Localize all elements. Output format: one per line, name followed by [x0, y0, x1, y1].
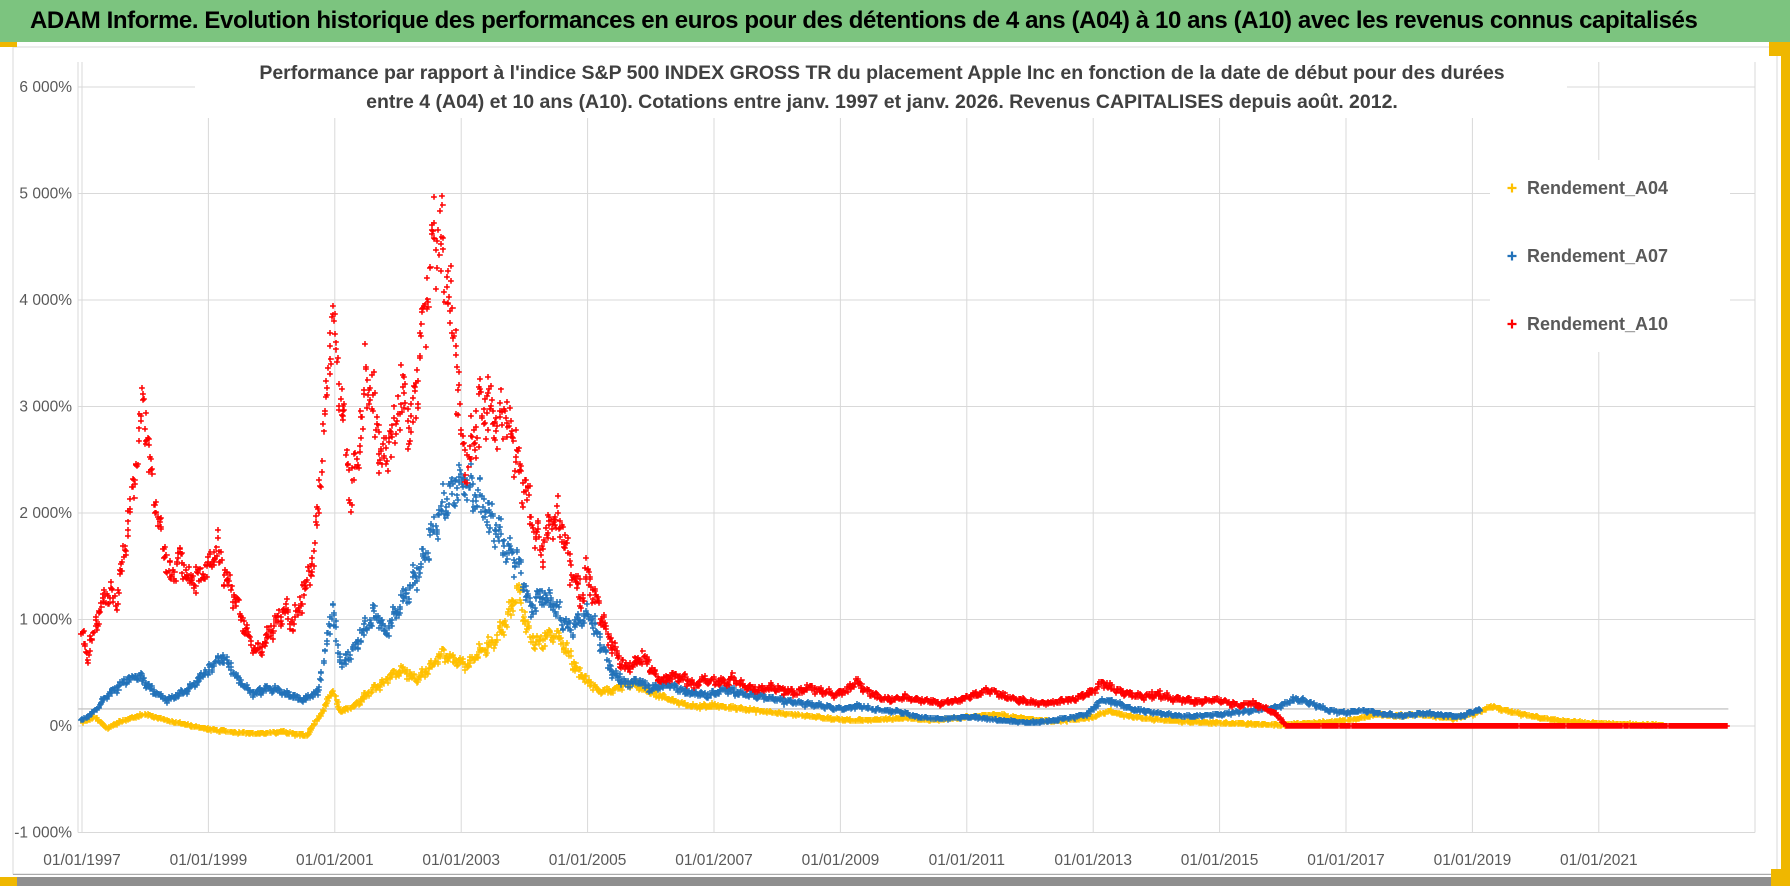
legend-label[interactable]: Rendement_A04: [1527, 178, 1668, 198]
legend-plus-marker-icon: [1507, 319, 1517, 329]
legend-item-rendement_a07[interactable]: Rendement_A07: [1507, 246, 1669, 266]
x-tick-label: 01/01/1997: [43, 852, 121, 869]
x-tick-label: 01/01/2003: [422, 852, 500, 869]
x-tick-label: 01/01/2015: [1181, 852, 1259, 869]
chart-title-line2: entre 4 (A04) et 10 ans (A10). Cotations…: [366, 91, 1398, 113]
bottom-hairline: [13, 874, 1777, 875]
gold-accent-bottom-left: [0, 877, 17, 886]
series-rendement_a07: [78, 461, 1483, 726]
x-tick-label: 01/01/2007: [675, 852, 753, 869]
legend-item-rendement_a10[interactable]: Rendement_A10: [1507, 314, 1669, 334]
x-tick-label: 01/01/1999: [170, 852, 248, 869]
x-tick-label: 01/01/2017: [1307, 852, 1385, 869]
header-bar: ADAM Informe. Evolution historique des p…: [0, 0, 1790, 42]
bottom-scrollbar-track[interactable]: [0, 877, 1790, 886]
x-tick-label: 01/01/2001: [296, 852, 374, 869]
y-tick-label: 2 000%: [19, 505, 72, 522]
x-tick-label: 01/01/2009: [802, 852, 880, 869]
y-tick-label: 0%: [50, 718, 73, 735]
legend-label[interactable]: Rendement_A07: [1527, 246, 1668, 266]
gold-accent-top-left: [0, 42, 17, 47]
legend-item-rendement_a04[interactable]: Rendement_A04: [1507, 178, 1669, 198]
x-tick-label: 01/01/2011: [929, 852, 1005, 869]
legend-plus-marker-icon: [1507, 251, 1517, 261]
y-tick-label: 1 000%: [19, 612, 72, 629]
gold-accent-right-strip[interactable]: [1781, 42, 1790, 886]
x-tick-label: 01/01/2005: [549, 852, 627, 869]
chart-title-line1: Performance par rapport à l'indice S&P 5…: [259, 62, 1504, 84]
x-axis-labels: 01/01/1997 01/01/1999 01/01/2001 01/01/2003…: [43, 852, 1637, 869]
gold-accent-bottom-right-corner: [1771, 869, 1790, 886]
y-gridlines: [78, 86, 1755, 833]
header-title: ADAM Informe. Evolution historique des p…: [30, 7, 1698, 34]
x-tick-label: 01/01/2021: [1560, 852, 1638, 869]
y-axis-labels: 6 000% 5 000% 4 000% 3 000% 2 000% 1 000% 0% -1…: [14, 79, 72, 842]
x-tick-label: 01/01/2013: [1054, 852, 1132, 869]
legend-background: [1490, 160, 1730, 352]
gold-accent-top-right-corner: [1769, 42, 1790, 56]
chart-title-background: [195, 56, 1567, 118]
legend-plus-marker-icon: [1507, 183, 1517, 193]
legend-label[interactable]: Rendement_A10: [1527, 314, 1668, 334]
y-tick-label: 6 000%: [19, 79, 72, 96]
y-tick-label: -1 000%: [14, 825, 72, 842]
y-tick-label: 4 000%: [19, 292, 72, 309]
series-rendement_a10: [78, 193, 1730, 729]
x-tick-label: 01/01/2019: [1434, 852, 1512, 869]
y-tick-label: 5 000%: [19, 186, 72, 203]
y-tick-label: 3 000%: [19, 399, 72, 416]
